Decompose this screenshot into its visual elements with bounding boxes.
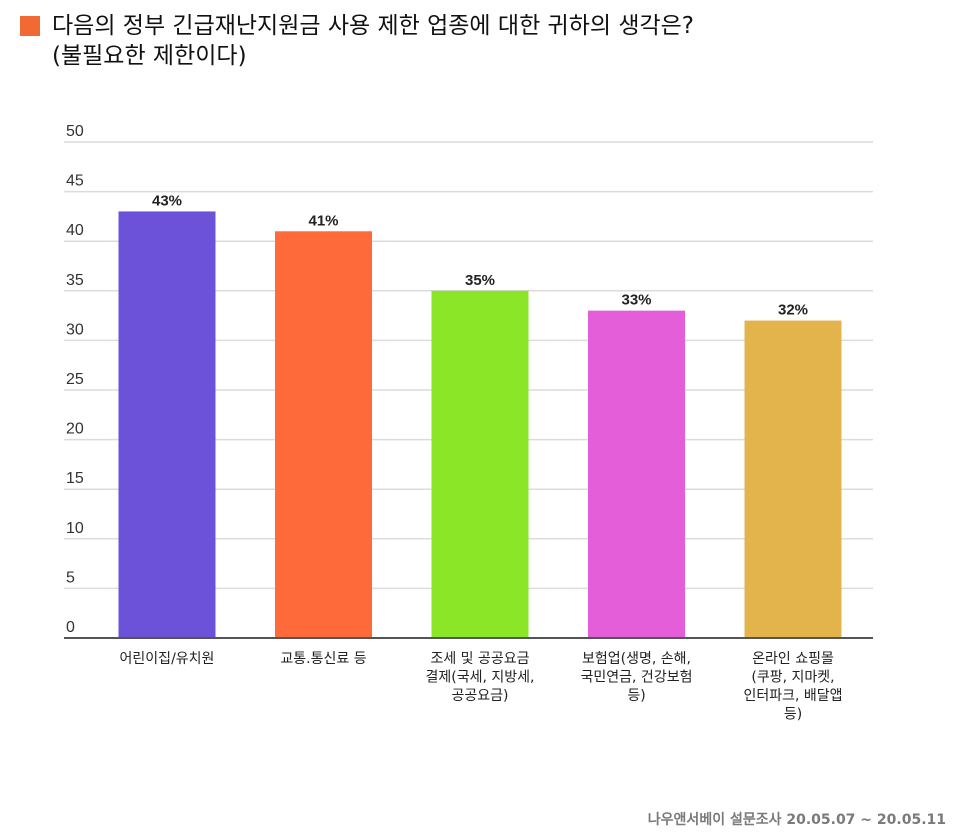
category-labels: 어린이집/유치원 교통.통신료 등 조세 및 공공요금 결제(국세, 지방세, 공공요금… <box>120 651 843 723</box>
category-label: 교통.통신료 등 <box>280 651 366 667</box>
y-tick-label: 0 <box>66 619 75 636</box>
bar <box>275 231 372 638</box>
data-label: 32% <box>778 302 808 319</box>
y-tick-label: 10 <box>66 520 84 537</box>
y-tick-label: 15 <box>66 470 84 487</box>
bar <box>588 310 685 638</box>
category-label: 온라인 쇼핑몰 (쿠팡, 지마켓, 인터파크, 배달앱 등) <box>743 651 842 723</box>
data-label: 41% <box>308 212 338 229</box>
y-tick-label: 5 <box>66 569 75 586</box>
y-tick-label: 40 <box>66 222 84 239</box>
category-label: 조세 및 공공요금 결제(국세, 지방세, 공공요금) <box>426 651 535 704</box>
y-tick-label: 30 <box>66 321 84 338</box>
bar <box>744 320 842 638</box>
data-label: 35% <box>465 272 495 289</box>
y-tick-label: 45 <box>66 173 84 190</box>
data-label: 33% <box>621 292 651 309</box>
y-tick-label: 50 <box>66 123 84 140</box>
category-label: 보험업(생명, 손해, 국민연금, 건강보험 등) <box>581 651 693 704</box>
source-note: 나우앤서베이 설문조사 20.05.07 ~ 20.05.11 <box>647 812 946 828</box>
data-label: 43% <box>152 192 182 209</box>
bar <box>118 211 216 638</box>
y-tick-label: 25 <box>66 371 84 388</box>
y-tick-label: 35 <box>66 272 84 289</box>
y-axis-ticks: 0 5 10 15 20 25 30 35 40 45 50 <box>66 123 84 636</box>
title-line-2: (불필요한 제한이다) <box>52 43 247 69</box>
bars <box>118 211 842 638</box>
data-labels: 43% 41% 35% 33% 32% <box>152 192 808 318</box>
y-tick-label: 20 <box>66 421 84 438</box>
title-marker <box>20 16 40 36</box>
bar <box>431 290 529 638</box>
category-label: 어린이집/유치원 <box>120 651 215 667</box>
title-line-1: 다음의 정부 긴급재난지원금 사용 제한 업종에 대한 귀하의 생각은? <box>52 13 695 39</box>
